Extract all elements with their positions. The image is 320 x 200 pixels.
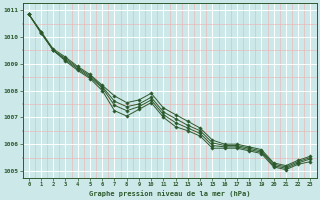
X-axis label: Graphe pression niveau de la mer (hPa): Graphe pression niveau de la mer (hPa) [89,190,250,197]
